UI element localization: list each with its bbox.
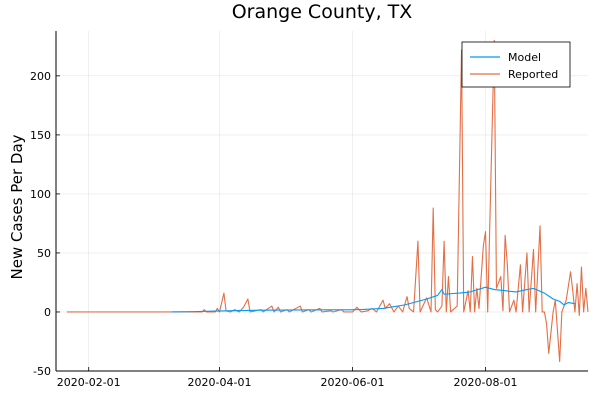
legend-label-reported: Reported: [508, 68, 558, 81]
x-tick-label: 2020-06-01: [321, 376, 385, 389]
series-lines: [66, 39, 589, 363]
legend-label-model: Model: [508, 51, 541, 64]
x-tick-label: 2020-02-01: [57, 376, 121, 389]
legend-box: [461, 41, 571, 88]
x-tick-label: 2020-08-01: [454, 376, 518, 389]
series-line-model: [171, 286, 576, 313]
y-tick-label: 100: [30, 188, 51, 201]
axes: [55, 31, 588, 372]
x-tick-label: 2020-04-01: [188, 376, 252, 389]
y-axis-label: New Cases Per Day: [8, 134, 26, 279]
y-tick-label: 200: [30, 70, 51, 83]
y-tick-label: -50: [33, 365, 51, 378]
y-tick-label: 50: [37, 247, 51, 260]
legend: Model Reported: [461, 41, 571, 88]
y-tick-label: 150: [30, 129, 51, 142]
chart-title: Orange County, TX: [232, 1, 413, 23]
tick-labels: -50 0 50 100 150 200 2020-02-01 2020-04-01 2020-…: [30, 70, 517, 389]
y-tick-label: 0: [44, 306, 51, 319]
series-line-reported: [66, 39, 589, 363]
